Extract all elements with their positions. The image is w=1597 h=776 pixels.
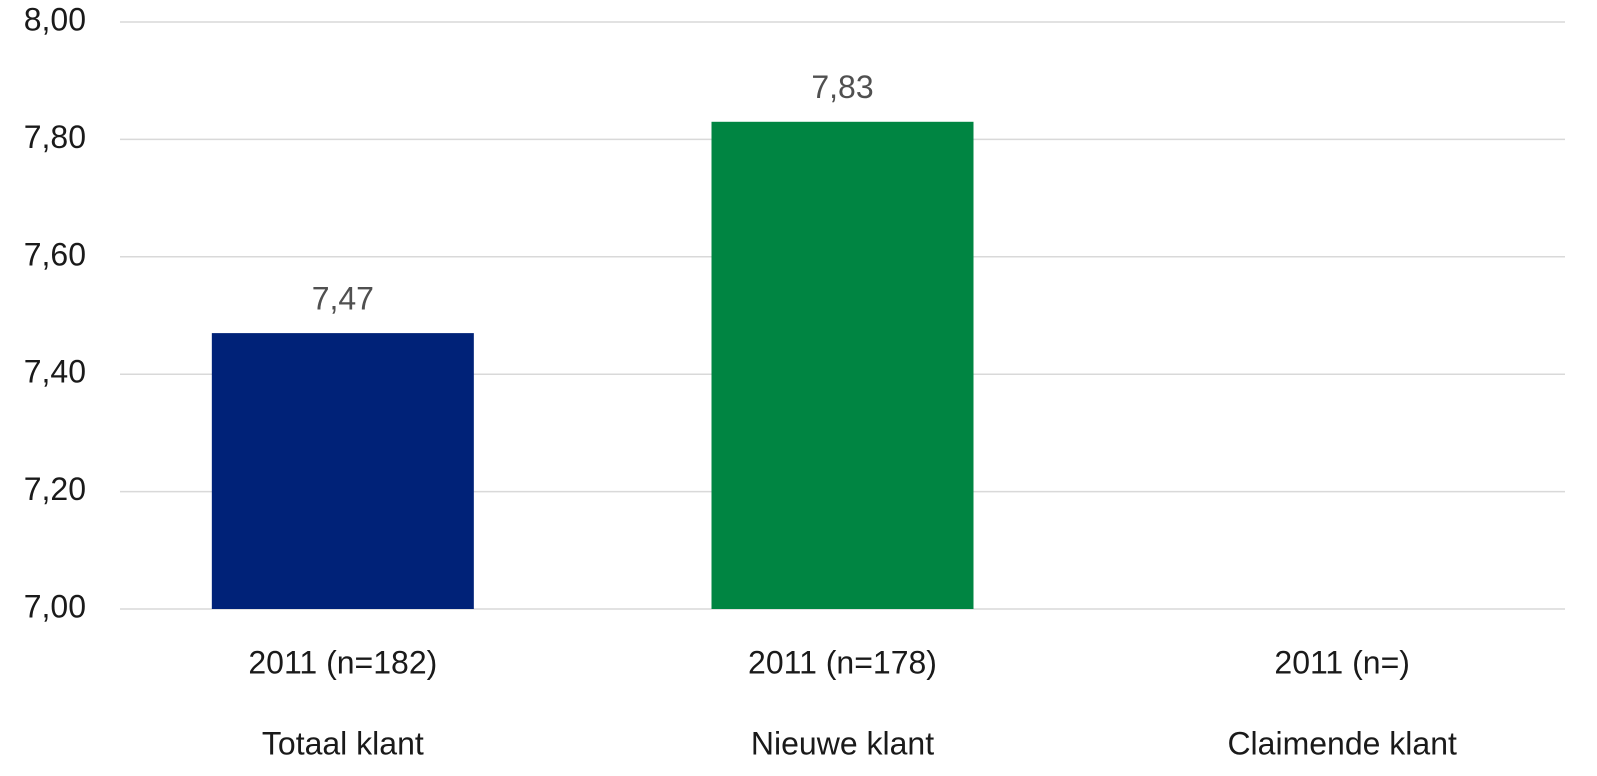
x-tick-label: 2011 (n=178): [748, 644, 937, 680]
bar: [211, 333, 474, 609]
group-label: Totaal klant: [262, 725, 424, 761]
y-tick-label: 7,80: [24, 119, 86, 155]
y-tick-label: 7,20: [24, 471, 86, 507]
y-tick-label: 7,60: [24, 236, 86, 272]
value-label: 7,83: [811, 69, 873, 105]
y-tick-label: 8,00: [24, 1, 86, 37]
bar: [711, 121, 974, 609]
x-tick-label: 2011 (n=): [1274, 644, 1410, 680]
y-tick-label: 7,00: [24, 588, 86, 624]
x-tick-label: 2011 (n=182): [248, 644, 437, 680]
y-tick-label: 7,40: [24, 354, 86, 390]
group-label: Nieuwe klant: [751, 725, 934, 761]
value-label: 7,47: [312, 281, 374, 317]
group-label: Claimende klant: [1227, 725, 1457, 761]
